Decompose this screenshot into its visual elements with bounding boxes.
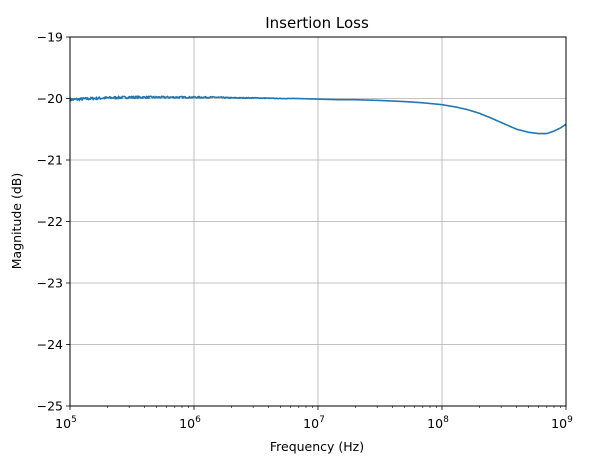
x-tick-label: 109: [551, 415, 573, 431]
x-tick-label: 107: [303, 415, 325, 431]
y-tick-label: −25: [37, 399, 63, 414]
y-tick-label: −23: [37, 276, 63, 291]
y-axis-label: Magnitude (dB): [9, 173, 24, 269]
x-tick-label: 106: [179, 415, 201, 431]
x-tick-exponent: 7: [319, 415, 325, 425]
x-axis-label: Frequency (Hz): [270, 439, 364, 454]
y-tick-label: −21: [37, 153, 63, 168]
x-tick-base: 10: [179, 416, 195, 431]
x-tick-base: 10: [551, 416, 567, 431]
x-tick-exponent: 6: [195, 415, 201, 425]
x-axis-ticks: 105 106 107 108 109: [55, 406, 573, 431]
x-tick-base: 10: [427, 416, 443, 431]
x-tick-exponent: 5: [71, 415, 77, 425]
y-tick-label: −19: [37, 30, 63, 45]
x-tick-base: 10: [303, 416, 319, 431]
y-tick-label: −20: [37, 91, 63, 106]
x-tick-label: 105: [55, 415, 77, 431]
x-tick-base: 10: [55, 416, 71, 431]
chart-title: Insertion Loss: [265, 14, 369, 32]
x-tick-exponent: 8: [443, 415, 449, 425]
x-tick-exponent: 9: [567, 415, 573, 425]
series-layer: [69, 95, 567, 135]
series-line: [69, 95, 567, 135]
y-tick-label: −22: [37, 214, 63, 229]
y-tick-label: −24: [37, 337, 63, 352]
x-tick-label: 108: [427, 415, 449, 431]
y-axis-ticks: −25 −24 −23 −22 −21 −20 −19: [37, 30, 70, 414]
